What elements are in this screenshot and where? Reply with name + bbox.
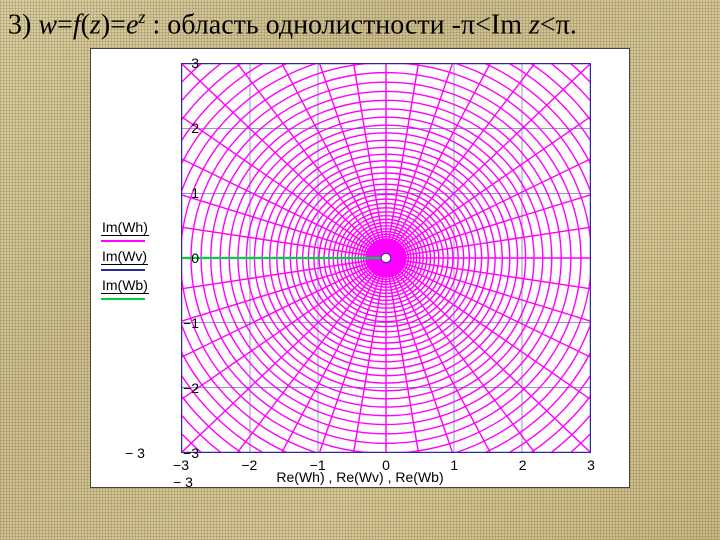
chart-panel: Im(Wh) Im(Wv) Im(Wb) Re(Wh) , Re(Wv) , Re(… (90, 48, 630, 488)
legend: Im(Wh) Im(Wv) Im(Wb) (101, 219, 149, 306)
y-ext-tick: − 3 (125, 445, 145, 461)
x-ext-tick: − 3 (173, 474, 193, 490)
legend-item: Im(Wb) (101, 277, 149, 300)
legend-swatch (101, 298, 145, 300)
y-tick: 3 (165, 55, 199, 71)
y-tick: 2 (165, 120, 199, 136)
x-tick: 3 (587, 457, 595, 473)
x-axis-label: Re(Wh) , Re(Wv) , Re(Wb) (276, 469, 443, 485)
legend-swatch (101, 269, 145, 271)
x-tick: 0 (382, 457, 390, 473)
legend-item: Im(Wh) (101, 219, 149, 242)
legend-swatch (101, 240, 145, 242)
x-tick: 2 (519, 457, 527, 473)
x-tick: 1 (450, 457, 458, 473)
y-tick: −1 (165, 315, 199, 331)
y-tick: −2 (165, 380, 199, 396)
x-tick: −2 (241, 457, 257, 473)
legend-label: Im(Wb) (101, 277, 149, 294)
x-tick: −1 (310, 457, 326, 473)
legend-label: Im(Wh) (101, 219, 149, 236)
y-tick: 0 (165, 250, 199, 266)
legend-item: Im(Wv) (101, 248, 149, 271)
y-tick: −3 (165, 445, 199, 461)
plot-svg (182, 64, 590, 452)
plot-area (181, 63, 591, 453)
slide-title: 3) w=f(z)=ez : область однолистности -π<… (0, 0, 720, 42)
legend-label: Im(Wv) (101, 248, 148, 265)
y-tick: 1 (165, 185, 199, 201)
